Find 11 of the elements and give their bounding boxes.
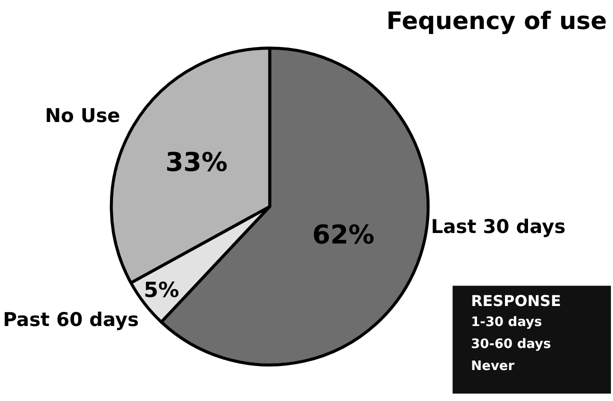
- chart-title: Fequency of use: [386, 6, 607, 35]
- slice-label: No Use: [45, 105, 120, 127]
- slice-label: Past 60 days: [3, 309, 139, 331]
- text: RESPONSE: [471, 292, 561, 310]
- text: 30-60 days: [471, 337, 552, 352]
- text: Never: [471, 359, 515, 374]
- slice-label: Last 30 days: [431, 216, 566, 238]
- data-label: 33%: [165, 148, 228, 178]
- data-label: 62%: [312, 220, 374, 251]
- data-label: 5%: [144, 278, 180, 302]
- text: 1-30 days: [471, 315, 542, 330]
